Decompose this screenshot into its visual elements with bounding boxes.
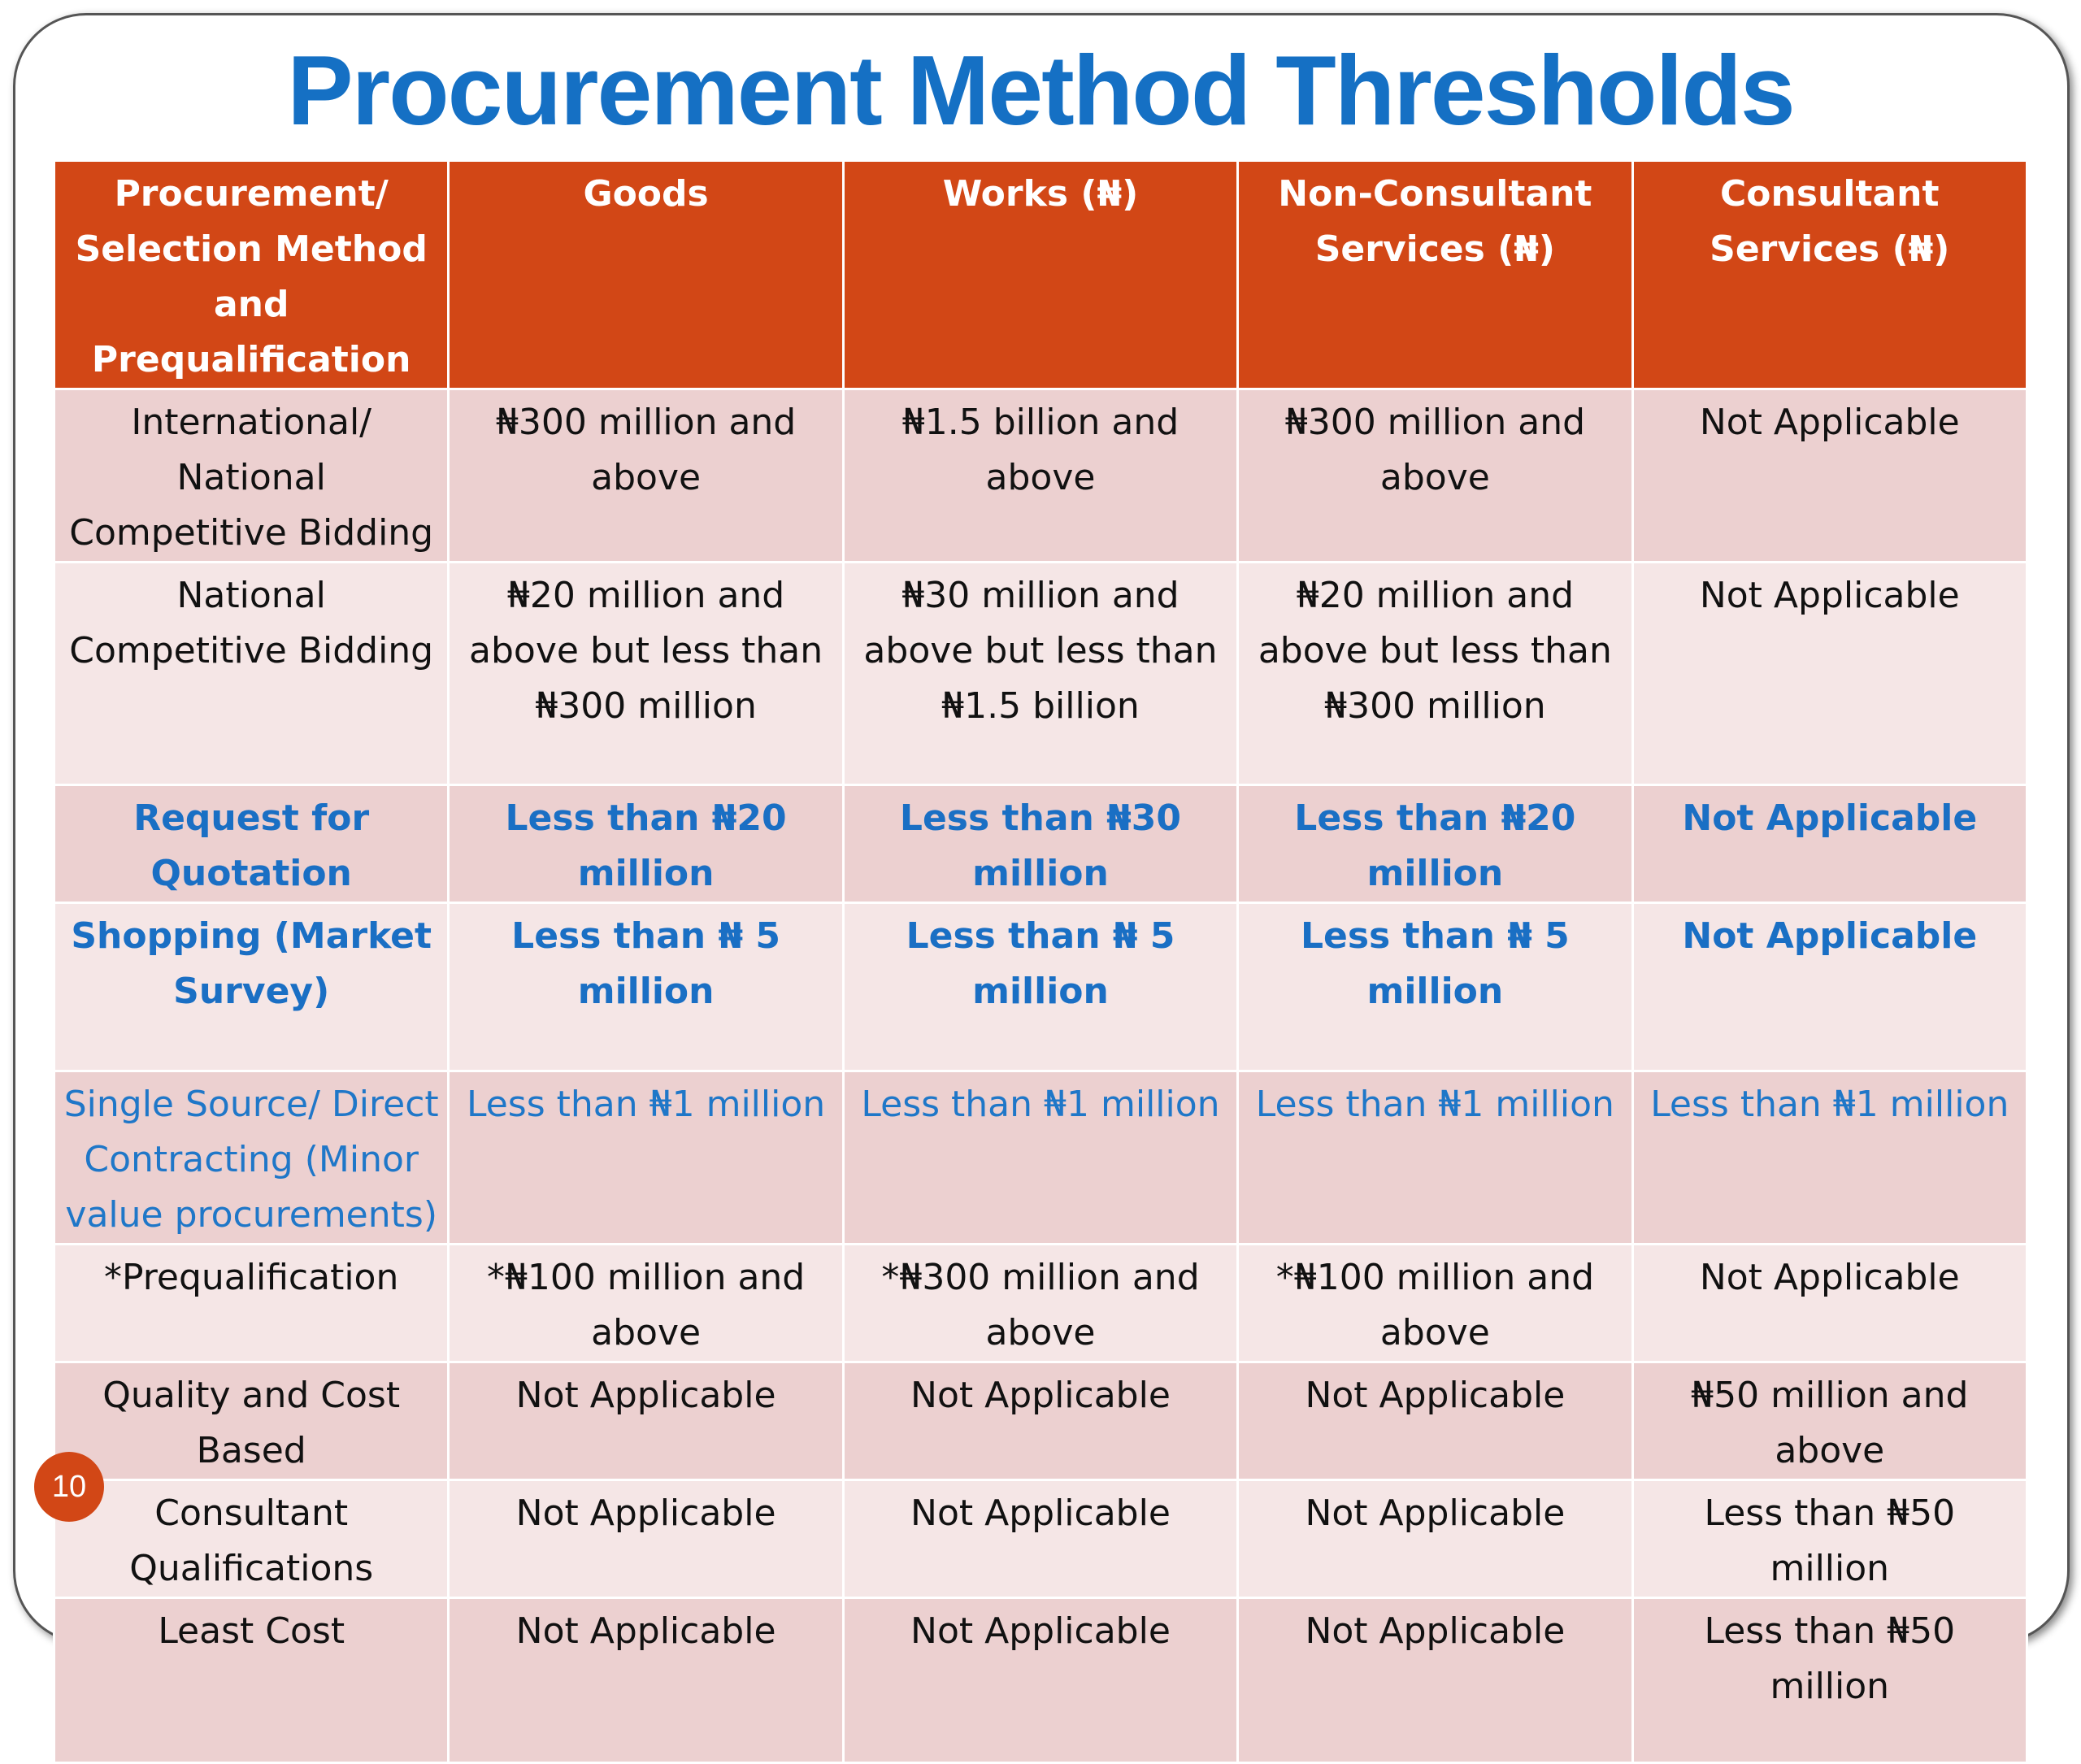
header-cell: Procurement/ Selection Method and Prequa… — [52, 159, 450, 390]
header-row: Procurement/ Selection Method and Prequa… — [52, 159, 2029, 390]
threshold-cell: Less than ₦20 million — [447, 784, 845, 904]
method-cell: *Prequalification — [52, 1243, 450, 1363]
method-cell: Quality and Cost Based — [52, 1361, 450, 1481]
threshold-cell: ₦300 million and above — [1236, 388, 1634, 563]
method-cell: Request for Quotation — [52, 784, 450, 904]
page-number: 10 — [34, 1452, 104, 1522]
header-cell: Non-Consultant Services (₦) — [1236, 159, 1634, 390]
page: html, body { margin: 0; padding: 0; } bo… — [13, 13, 2070, 1764]
threshold-cell: Less than ₦50 million — [1631, 1479, 2029, 1599]
threshold-cell: Not Applicable — [447, 1479, 845, 1599]
threshold-cell: Not Applicable — [1631, 1243, 2029, 1363]
method-cell: International/ National Competitive Bidd… — [52, 388, 450, 563]
method-cell: Least Cost — [52, 1597, 450, 1764]
threshold-cell: Less than ₦ 5 million — [1236, 902, 1634, 1072]
threshold-cell: Less than ₦30 million — [841, 784, 1240, 904]
threshold-cell: Not Applicable — [1236, 1479, 1634, 1599]
threshold-cell: Not Applicable — [841, 1361, 1240, 1481]
threshold-cell: Less than ₦ 5 million — [841, 902, 1240, 1072]
threshold-cell: Not Applicable — [447, 1597, 845, 1764]
method-cell: Single Source/ Direct Contracting (Minor… — [52, 1070, 450, 1245]
threshold-cell: Not Applicable — [1236, 1361, 1634, 1481]
threshold-cell: Not Applicable — [447, 1361, 845, 1481]
method-cell: Shopping (Market Survey) — [52, 902, 450, 1072]
table-body: International/ National Competitive Bidd… — [52, 388, 2029, 1764]
threshold-cell: Less than ₦1 million — [447, 1070, 845, 1245]
threshold-cell: ₦300 million and above — [447, 388, 845, 563]
threshold-cell: Not Applicable — [841, 1479, 1240, 1599]
threshold-cell: Not Applicable — [1631, 388, 2029, 563]
threshold-cell: Less than ₦1 million — [1236, 1070, 1634, 1245]
threshold-cell: Not Applicable — [1631, 784, 2029, 904]
slide-title: Procurement Method Thresholds — [287, 35, 1796, 146]
threshold-cell: Less than ₦ 5 million — [447, 902, 845, 1072]
threshold-cell: Not Applicable — [1631, 902, 2029, 1072]
threshold-cell: Less than ₦20 million — [1236, 784, 1634, 904]
threshold-cell: ₦30 million and above but less than ₦1.5… — [841, 561, 1240, 786]
table-row: Least Cost Not Applicable Not Applicable No… — [52, 1597, 2029, 1764]
threshold-cell: Less than ₦1 million — [841, 1070, 1240, 1245]
header-cell: Works (₦) — [841, 159, 1240, 390]
table-row: Consultant Qualifications Not Applicable N… — [52, 1479, 2029, 1599]
table-row: International/ National Competitive Bidd… — [52, 388, 2029, 563]
header-cell: Goods — [447, 159, 845, 390]
threshold-cell: *₦300 million and above — [841, 1243, 1240, 1363]
threshold-cell: Not Applicable — [1236, 1597, 1634, 1764]
method-cell: Consultant Qualifications — [52, 1479, 450, 1599]
threshold-cell: *₦100 million and above — [1236, 1243, 1634, 1363]
threshold-table: Procurement/ Selection Method and Prequa… — [52, 159, 2029, 1764]
threshold-cell: ₦20 million and above but less than ₦300… — [1236, 561, 1634, 786]
threshold-cell: Not Applicable — [1631, 561, 2029, 786]
table-row: National Competitive Bidding ₦20 million … — [52, 561, 2029, 786]
header-cell: Consultant Services (₦) — [1631, 159, 2029, 390]
method-cell: National Competitive Bidding — [52, 561, 450, 786]
slide: {"title": "Procurement Method Thresholds… — [13, 13, 2070, 1764]
threshold-cell: ₦50 million and above — [1631, 1361, 2029, 1481]
threshold-cell: ₦20 million and above but less than ₦300… — [447, 561, 845, 786]
threshold-cell: Less than ₦1 million — [1631, 1070, 2029, 1245]
threshold-cell: Not Applicable — [841, 1597, 1240, 1764]
threshold-cell: ₦1.5 billion and above — [841, 388, 1240, 563]
threshold-cell: Less than ₦50 million — [1631, 1597, 2029, 1764]
table-row: Quality and Cost Based Not Applicable Not … — [52, 1361, 2029, 1481]
table-row: Single Source/ Direct Contracting (Minor… — [52, 1070, 2029, 1245]
table-row: Shopping (Market Survey) Less than ₦ 5 mi… — [52, 902, 2029, 1072]
table-row: Request for Quotation Less than ₦20 milli… — [52, 784, 2029, 904]
table-row: *Prequalification *₦100 million and above… — [52, 1243, 2029, 1363]
threshold-cell: *₦100 million and above — [447, 1243, 845, 1363]
